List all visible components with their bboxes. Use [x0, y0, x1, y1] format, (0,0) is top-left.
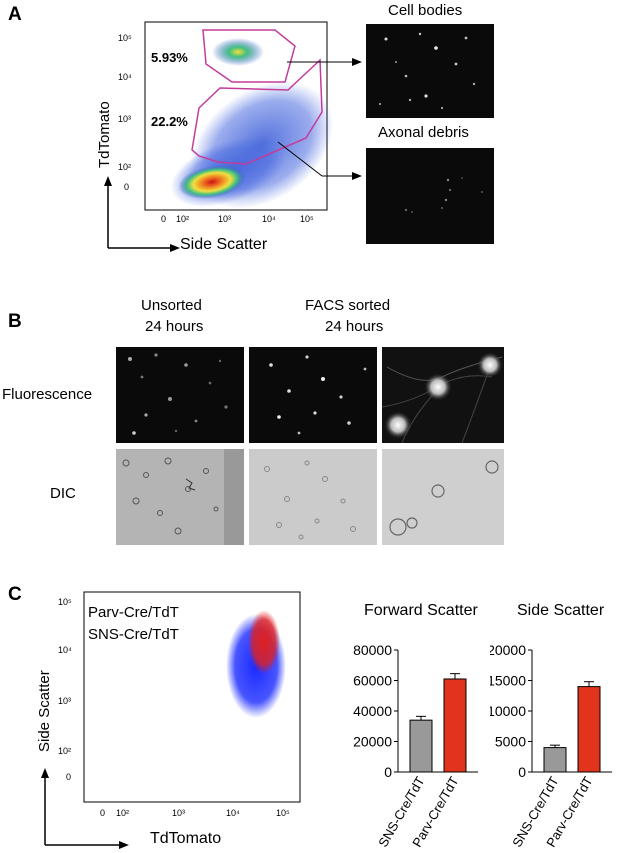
c-xtick-1e3: 10³: [172, 808, 186, 818]
bar-chart-1-ytick-label: 0: [384, 764, 392, 780]
a-x-axis-label: Side Scatter: [180, 236, 268, 253]
a-ytick-1e3: 10³: [118, 114, 132, 124]
bar-chart-2-ytick-label: 10000: [490, 703, 526, 719]
bar-chart-2-title: Side Scatter: [517, 602, 605, 619]
col2-title-line2: 24 hours: [325, 318, 384, 335]
c-x-axis-label: TdTomato: [150, 830, 222, 847]
legend-parv: Parv-Cre/TdT: [88, 604, 179, 621]
bar-chart-forward-scatter: 020000400006000080000SNS-Cre/TdTParv-Cre…: [353, 642, 478, 850]
a-xtick-1e4: 10⁴: [262, 214, 276, 224]
a-ytick-0: 0: [124, 182, 130, 192]
c-xtick-1e5: 10⁵: [276, 808, 290, 818]
c-xtick-1e4: 10⁴: [226, 808, 240, 818]
panel-a-upper-population: [212, 38, 264, 66]
row-label-fluorescence: Fluorescence: [2, 386, 93, 403]
a-xtick-1e2: 10²: [176, 214, 190, 224]
bar-chart-2-ytick-label: 5000: [495, 734, 526, 750]
bar-chart-2-ytick-label: 0: [518, 764, 526, 780]
c-y-axis-label: Side Scatter: [36, 670, 53, 752]
panel-c-scatter: [41, 591, 301, 849]
panel-b-letter: B: [8, 311, 22, 332]
bar-1-sns: [409, 719, 433, 773]
col1-title-line1: Unsorted: [141, 297, 202, 314]
inset-top-title: Cell bodies: [388, 2, 463, 19]
bar-chart-1-ytick-label: 40000: [353, 703, 392, 719]
panel-a-figure: [104, 21, 362, 252]
bar-chart-2-ytick-label: 15000: [490, 673, 526, 689]
bar-2-sns: [543, 747, 567, 773]
fluor-sorted-image: [249, 347, 377, 443]
bar-chart-1-ytick-label: 60000: [353, 673, 392, 689]
bar-2-parv: [577, 686, 601, 773]
bar-chart-1-ytick-label: 20000: [353, 734, 392, 750]
bar-chart-1-title: Forward Scatter: [364, 602, 478, 619]
fluor-sorted-zoom-image: [382, 347, 504, 443]
panel-a-gate-lower: [191, 58, 323, 165]
col2-title-line1: FACS sorted: [305, 297, 391, 314]
a-ytick-1e5: 10⁵: [118, 33, 132, 43]
bar-chart-1-ytick-label: 80000: [353, 642, 392, 658]
a-xtick-1e3: 10³: [218, 214, 232, 224]
parv-scatter-cloud: [248, 610, 280, 674]
c-ytick-1e4: 10⁴: [58, 645, 72, 655]
dic-unsorted-image: [116, 449, 244, 545]
panel-c-letter: C: [8, 584, 22, 605]
dic-sorted-image: [249, 449, 377, 545]
a-ytick-1e2: 10²: [118, 162, 132, 172]
col1-title-line2: 24 hours: [145, 318, 204, 335]
bar-chart-side-scatter: 05000100001500020000SNS-Cre/TdTParv-Cre/…: [490, 642, 612, 850]
a-ytick-1e4: 10⁴: [118, 72, 132, 82]
c-ytick-0: 0: [66, 772, 72, 782]
c-ytick-1e3: 10³: [58, 696, 72, 706]
panel-a-density-hotspot: [178, 165, 246, 199]
c-xtick-0: 0: [100, 808, 106, 818]
gate-upper-percent: 5.93%: [151, 50, 188, 65]
a-xtick-0: 0: [161, 214, 167, 224]
inset-cell-bodies-image: [366, 24, 494, 118]
bar-1-parv: [443, 678, 467, 773]
inset-axonal-debris-image: [366, 148, 494, 244]
gate-lower-percent: 22.2%: [151, 114, 188, 129]
bar-chart-2-ytick-label: 20000: [490, 642, 526, 658]
c-xtick-1e2: 10²: [116, 808, 130, 818]
legend-sns: SNS-Cre/TdT: [88, 626, 179, 643]
inset-bottom-title: Axonal debris: [378, 124, 469, 141]
panel-a-letter: A: [8, 4, 22, 25]
a-xtick-1e5: 10⁵: [300, 214, 314, 224]
c-ytick-1e5: 10⁵: [58, 597, 72, 607]
panel-a-gate-upper: [202, 29, 296, 83]
dic-sorted-zoom-image: [382, 449, 504, 545]
row-label-dic: DIC: [50, 485, 76, 502]
a-y-axis-label: TdTomato: [96, 101, 113, 168]
c-ytick-1e2: 10²: [58, 746, 72, 756]
fluor-unsorted-image: [116, 347, 244, 443]
